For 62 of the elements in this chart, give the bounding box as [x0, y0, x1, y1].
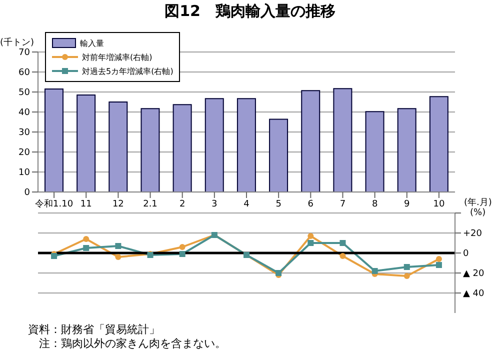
- y-tick-label: 60: [18, 68, 30, 78]
- x-tick-label: 7: [340, 199, 346, 210]
- bar: [365, 111, 384, 192]
- legend-label: 対過去5カ年増減率(右軸): [82, 66, 174, 76]
- point: [436, 262, 442, 268]
- bar: [429, 96, 448, 192]
- x-tick-label: 5: [276, 199, 282, 210]
- bar: [44, 88, 64, 192]
- point: [308, 240, 314, 246]
- x-tick-label: 令和1.10: [35, 198, 74, 210]
- y-tick-label: 10: [18, 168, 30, 178]
- bar: [140, 108, 160, 192]
- y-tick-label: 20: [18, 148, 30, 158]
- y-tick-label: 50: [18, 88, 30, 98]
- point: [115, 243, 122, 249]
- bar: [236, 98, 256, 192]
- point: [436, 256, 442, 262]
- point: [308, 233, 314, 239]
- bar: [76, 94, 96, 192]
- legend-label: 対前年増減率(右軸): [82, 52, 152, 62]
- chart-title: 図12 鶏肉輸入量の推移: [164, 2, 336, 21]
- x-tick-label: 8: [372, 199, 378, 210]
- x-tick-label: 3: [212, 199, 218, 210]
- point: [115, 254, 122, 260]
- text: 注：鶏肉以外の家きん肉を含まない。: [38, 336, 226, 351]
- y-tick-label: ▲ 20: [463, 269, 485, 280]
- point: [340, 253, 346, 259]
- y-tick-label: ▲ 40: [463, 289, 485, 300]
- bar: [108, 102, 128, 192]
- text: 資料：財務省「貿易統計」: [28, 322, 160, 337]
- x-tick-label: 12: [112, 199, 124, 210]
- y-tick-label: 0: [24, 188, 30, 198]
- y-axis-title: (千トン): [0, 36, 34, 48]
- bar: [397, 108, 416, 192]
- point: [83, 236, 90, 242]
- y-axis-title: (%): [470, 208, 486, 218]
- y-tick-label: 70: [18, 48, 30, 58]
- point: [340, 240, 346, 246]
- point: [372, 268, 378, 274]
- point: [179, 244, 186, 250]
- y-tick-label: 30: [18, 128, 30, 138]
- x-tick-label: 9: [404, 199, 410, 210]
- bar: [301, 90, 320, 192]
- bar: [333, 88, 352, 192]
- x-tick-label: 4: [244, 199, 250, 210]
- bar: [204, 98, 224, 192]
- legend-label: 輸入量: [80, 38, 104, 48]
- x-tick-label: 11: [80, 199, 92, 210]
- bar: [269, 118, 288, 192]
- point: [179, 251, 186, 257]
- x-tick-label: 2.1: [143, 199, 158, 210]
- bar: [172, 104, 192, 192]
- x-tick-label: 10: [433, 199, 445, 210]
- point: [404, 264, 410, 270]
- point: [404, 273, 410, 279]
- x-tick-label: 2: [179, 199, 186, 210]
- x-axis-title: (年.月): [464, 196, 492, 208]
- x-tick-label: 6: [308, 199, 314, 210]
- y-tick-label: 0: [463, 249, 469, 260]
- y-tick-label: 40: [18, 108, 30, 118]
- point: [83, 245, 90, 251]
- y-tick-label: +20: [463, 229, 482, 240]
